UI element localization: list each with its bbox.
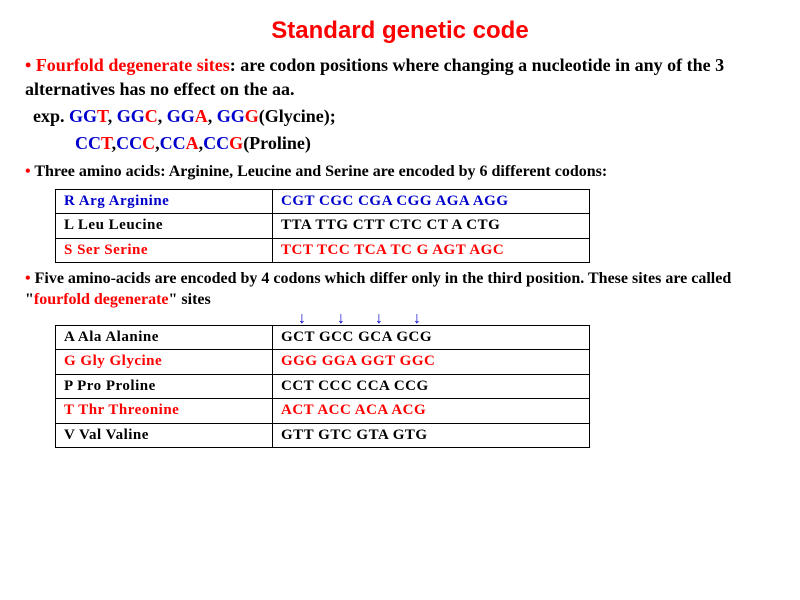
codon-prefix: GG <box>117 106 145 126</box>
table-fourfold: A Ala Alanine GCT GCC GCA GCG G Gly Glyc… <box>55 325 590 449</box>
text: Three amino acids: Arginine, Leucine and… <box>34 163 607 180</box>
aa-cell: T Thr Threonine <box>56 399 273 424</box>
codon-prefix: CC <box>75 133 101 153</box>
codon-prefix: GG <box>217 106 245 126</box>
down-arrow-icon: ↓ <box>375 309 383 330</box>
codons-cell: TCT TCC TCA TC G AGT AGC <box>273 238 590 263</box>
page-title: Standard genetic code <box>25 15 775 46</box>
bullet-icon: • <box>25 163 34 180</box>
codon-suffix: T <box>101 133 112 153</box>
codon-prefix: GG <box>69 106 97 126</box>
table-row: T Thr Threonine ACT ACC ACA ACG <box>56 399 590 424</box>
down-arrow-icon: ↓ <box>413 309 421 330</box>
table-row: P Pro Proline CCT CCC CCA CCG <box>56 374 590 399</box>
paragraph-four-codons: • Five amino-acids are encoded by 4 codo… <box>25 269 775 311</box>
codon-suffix: A <box>186 133 199 153</box>
codon-prefix: CC <box>116 133 142 153</box>
table-row: G Gly Glycine GGG GGA GGT GGC <box>56 350 590 375</box>
lead-term: Fourfold degenerate sites <box>36 55 230 75</box>
exp-label: exp. <box>33 106 69 126</box>
paragraph-six-codons: • Three amino acids: Arginine, Leucine a… <box>25 162 775 183</box>
codons-cell: CGT CGC CGA CGG AGA AGG <box>273 189 590 214</box>
paragraph-fourfold-def: • Fourfold degenerate sites: are codon p… <box>25 54 775 101</box>
aa-name: (Glycine); <box>259 106 336 126</box>
example-proline: CCT,CCC,CCA,CCG(Proline) <box>25 132 775 155</box>
codon-prefix: CC <box>203 133 229 153</box>
aa-cell: P Pro Proline <box>56 374 273 399</box>
codon-suffix: C <box>142 133 155 153</box>
codon-suffix: C <box>145 106 158 126</box>
codons-cell: ACT ACC ACA ACG <box>273 399 590 424</box>
table-six-codons: R Arg Arginine CGT CGC CGA CGG AGA AGG L… <box>55 189 590 264</box>
aa-name: (Proline) <box>243 133 311 153</box>
text: " sites <box>169 291 211 308</box>
aa-cell: S Ser Serine <box>56 238 273 263</box>
aa-cell: R Arg Arginine <box>56 189 273 214</box>
bullet-icon: • <box>25 270 35 287</box>
highlight-term: fourfold degenerate <box>34 291 169 308</box>
table-row: L Leu Leucine TTA TTG CTT CTC CT A CTG <box>56 214 590 239</box>
bullet-icon: • <box>25 55 36 75</box>
table-row: S Ser Serine TCT TCC TCA TC G AGT AGC <box>56 238 590 263</box>
codon-suffix: G <box>229 133 243 153</box>
table-row: R Arg Arginine CGT CGC CGA CGG AGA AGG <box>56 189 590 214</box>
codons-cell: CCT CCC CCA CCG <box>273 374 590 399</box>
codon-suffix: G <box>245 106 259 126</box>
aa-cell: G Gly Glycine <box>56 350 273 375</box>
down-arrow-icon: ↓ <box>298 309 306 330</box>
codons-cell: TTA TTG CTT CTC CT A CTG <box>273 214 590 239</box>
codon-suffix: A <box>195 106 208 126</box>
codon-prefix: GG <box>167 106 195 126</box>
codons-cell: GTT GTC GTA GTG <box>273 423 590 448</box>
example-glycine: exp. GGT, GGC, GGA, GGG(Glycine); <box>25 105 775 128</box>
codon-prefix: CC <box>160 133 186 153</box>
table-row: V Val Valine GTT GTC GTA GTG <box>56 423 590 448</box>
down-arrow-icon: ↓ <box>337 309 345 330</box>
codons-cell: GGG GGA GGT GGC <box>273 350 590 375</box>
codons-cell: GCT GCC GCA GCG <box>273 325 590 350</box>
codon-suffix: T <box>97 106 108 126</box>
aa-cell: V Val Valine <box>56 423 273 448</box>
aa-cell: A Ala Alanine <box>56 325 273 350</box>
aa-cell: L Leu Leucine <box>56 214 273 239</box>
table-row: A Ala Alanine GCT GCC GCA GCG <box>56 325 590 350</box>
